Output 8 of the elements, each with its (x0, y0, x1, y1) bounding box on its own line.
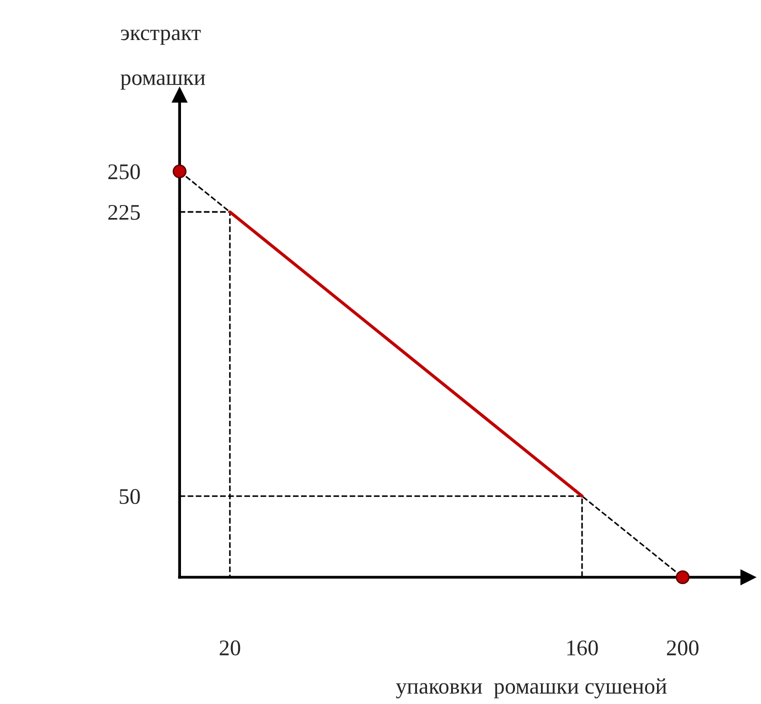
x-tick-label: 200 (666, 640, 698, 656)
y-tick-label: 250 (108, 164, 140, 180)
y-tick-label: 50 (120, 489, 140, 504)
x-tick-label: 20 (220, 640, 240, 656)
text: экстракт ромашки (120, 30, 206, 90)
x-tick-label: 160 (567, 640, 598, 656)
y-tick-label: 225 (108, 204, 140, 220)
x-axis-title: упаковки ромашки сушеной (396, 678, 667, 698)
